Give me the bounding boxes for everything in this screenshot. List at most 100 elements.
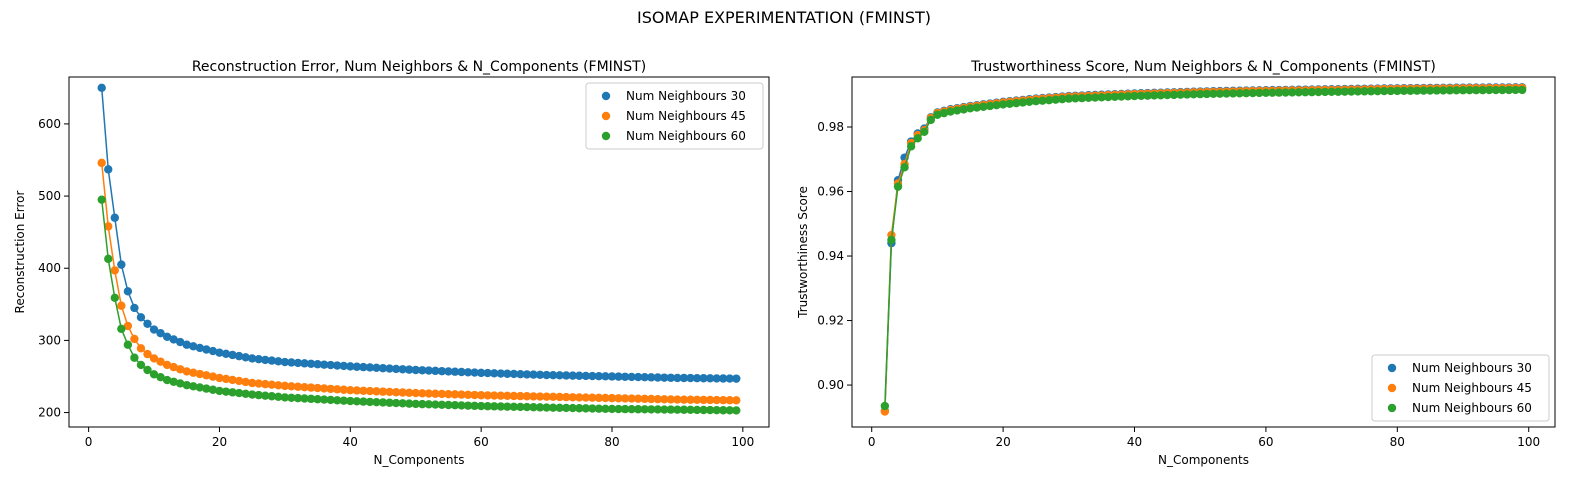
chart2-x-tick-label: 60 — [1258, 435, 1273, 449]
chart1-series-3-point — [555, 403, 564, 412]
chart1-series-2-point — [679, 395, 689, 404]
chart1-series-1-point — [293, 358, 303, 368]
chart1-series-3-point — [261, 391, 270, 400]
chart2-legend-marker-1 — [1387, 363, 1397, 373]
chart1-series-3-point — [195, 383, 205, 392]
chart1-series-2-point — [457, 390, 466, 399]
chart2-legend-marker-2 — [1387, 383, 1397, 393]
chart1-series-1-point — [542, 370, 551, 380]
chart1-series-1-point — [162, 332, 172, 341]
chart1-series-3-point — [490, 402, 499, 411]
chart2-series-3-point — [1458, 86, 1468, 95]
chart2-series-3-point — [1242, 88, 1251, 98]
reconstruction-error-chart: Reconstruction Error, Num Neighbors & N_… — [13, 59, 770, 467]
chart1-series-1-point — [424, 366, 434, 375]
chart1-series-2-point — [594, 393, 604, 403]
chart1-series-1-point — [241, 353, 250, 362]
chart2-series-3-point — [979, 102, 988, 111]
chart1-series-3-point — [391, 398, 401, 408]
chart1-series-2-point — [588, 393, 597, 402]
chart2-series-3-point — [1360, 87, 1369, 96]
chart1-series-2-point — [162, 360, 172, 370]
chart1-series-2-point — [673, 395, 682, 404]
chart1-series-1-point — [568, 371, 577, 380]
chart1-series-2-point — [705, 395, 715, 405]
chart1-series-1-point — [228, 350, 237, 360]
chart1-series-2-point — [509, 391, 519, 401]
chart2-series-3-point — [1044, 95, 1054, 105]
chart1-series-2-point — [555, 392, 564, 402]
chart2-series-3-point — [1130, 91, 1139, 101]
chart1-series-3-point — [182, 380, 191, 390]
chart1-series-3-point — [496, 402, 505, 411]
chart1-series-3-point — [437, 400, 447, 409]
chart1-series-1-point — [431, 366, 440, 376]
chart1-series-1-point — [359, 362, 368, 372]
chart1-series-3-point — [660, 405, 669, 414]
chart1-series-2-point — [287, 382, 296, 391]
chart2-series-3-point — [1517, 85, 1527, 95]
chart1-series-2-point — [365, 386, 375, 396]
chart2-series-3-point — [1333, 87, 1343, 96]
chart1-series-1-point — [333, 361, 342, 370]
chart1-series-1-point — [149, 325, 159, 334]
chart1-series-1-point — [182, 340, 191, 349]
chart1-series-2-point — [254, 379, 263, 388]
chart2-series-3-point — [1025, 97, 1034, 107]
chart1-series-3-point — [699, 405, 708, 415]
chart2-series-3-point — [1117, 92, 1126, 101]
chart1-legend-label-1: Num Neighbours 30 — [626, 89, 746, 103]
chart1-series-1-point — [280, 357, 290, 367]
chart1-series-2-point — [653, 394, 662, 404]
chart2-series-3-point — [1189, 90, 1198, 99]
chart1-series-3-point — [267, 392, 276, 401]
chart1-series-2-point — [620, 394, 630, 403]
chart2-series-3-point — [1176, 90, 1185, 99]
chart1-series-3-point — [110, 293, 119, 303]
chart1-series-3-point — [359, 397, 368, 406]
chart1-series-1-point — [195, 343, 205, 353]
chart1-series-2-point — [404, 388, 414, 397]
chart1-legend-marker-2 — [601, 111, 611, 121]
chart1-series-2-point — [267, 380, 276, 389]
chart2-series-3-point — [1058, 94, 1067, 104]
chart2-series-3-point — [1511, 85, 1520, 95]
chart1-series-2-point — [542, 392, 551, 401]
chart1-series-3-point — [300, 394, 309, 403]
chart1-series-1-point — [418, 366, 427, 375]
chart1-series-1-point — [378, 363, 388, 373]
chart1-series-1-point — [490, 369, 499, 378]
chart1-series-1-point — [189, 342, 198, 351]
chart1-series-3-point — [287, 393, 296, 402]
chart1-series-2-point — [195, 369, 205, 379]
chart2-series-3-point — [1439, 86, 1448, 95]
chart2-series-3-point — [1301, 88, 1310, 97]
chart2-series-3-point — [1012, 98, 1021, 108]
chart2-series-3-point — [1077, 93, 1087, 103]
chart1-series-2-point — [575, 393, 584, 402]
chart1-series-1-point — [319, 360, 329, 369]
chart2-series-3-point — [1222, 89, 1231, 98]
chart1-series-3-point — [627, 404, 636, 414]
chart1-series-1 — [97, 83, 741, 383]
chart1-series-3-point — [169, 377, 178, 386]
chart1-series-2-point — [385, 387, 394, 397]
chart2-series-3-point — [1314, 87, 1323, 97]
chart1-series-3-point — [189, 382, 198, 391]
chart1-series-1-point — [562, 371, 571, 380]
chart2-series-3-point — [952, 106, 962, 115]
chart2-series-3-point — [1005, 99, 1014, 108]
chart1-series-1-point — [136, 313, 146, 322]
chart2-series-3-point — [1491, 85, 1501, 95]
chart1-series-2-point — [359, 386, 368, 395]
chart1-series-3-point — [313, 395, 322, 404]
chart1-series-3-point — [562, 403, 571, 413]
chart1-series-3-point — [234, 388, 244, 398]
chart1-series-2-point — [529, 392, 538, 401]
chart2-series-3-point — [1340, 87, 1349, 96]
chart2-x-axis-label: N_Components — [1158, 453, 1249, 467]
chart1-series-3-point — [208, 385, 218, 394]
chart1-series-3-point — [653, 405, 662, 414]
chart1-series-1-point — [732, 374, 741, 383]
chart1-series-1-point — [660, 373, 669, 382]
